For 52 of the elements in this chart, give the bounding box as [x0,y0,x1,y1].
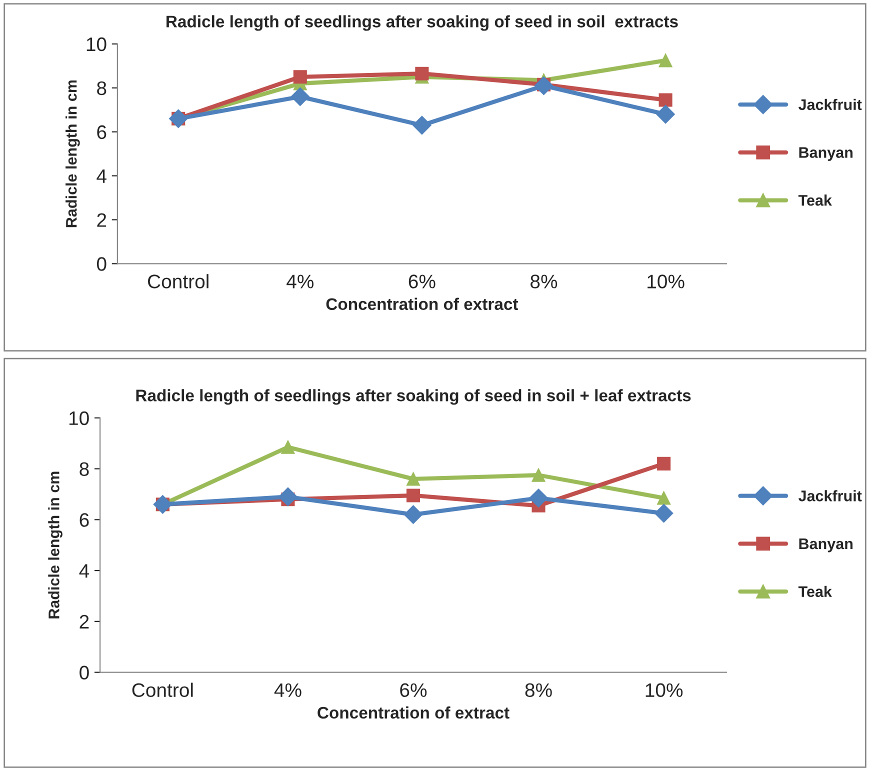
y-tick-label: 8 [97,81,106,96]
point [293,70,307,84]
x-axis-title: Concentration of extract [326,298,518,310]
point [290,87,310,106]
y-tick-label: 4 [79,564,90,578]
point [656,104,675,124]
y-tick-label: 2 [97,213,106,227]
x-tick-label: 8% [525,683,552,698]
y-axis-title: Radicle length in cm [66,80,80,228]
point [404,505,423,524]
point [278,487,298,506]
point [658,54,672,68]
y-tick-label: 8 [80,462,89,476]
x-tick-label: 4% [286,274,314,288]
x-tick-label: Control [148,274,208,288]
y-tick-label: 10 [86,37,106,52]
point [412,116,432,135]
point [657,456,671,470]
legend-label: Jackfruit [798,490,862,502]
chart-title: Radicle length of seedlings after soaking of seed in soil + leaf extracts [136,389,691,405]
point [529,488,548,508]
x-tick-label: 6% [400,683,427,698]
y-axis-title: Radicle length in cm [48,472,62,618]
point [281,440,295,454]
point [532,468,546,482]
y-tick-label: 4 [96,169,106,183]
legend-label: Teak [798,194,832,206]
legend-label: Jackfruit [798,98,862,110]
y-tick-label: 0 [80,666,89,680]
y-tick-label: 6 [80,513,89,527]
x-tick-label: Control [132,682,193,698]
y-tick-label: 6 [97,125,106,140]
point [415,66,429,80]
legend-label: Teak [798,586,832,598]
x-tick-label: 8% [530,274,558,288]
x-tick-label: 10% [648,274,684,288]
x-axis-title: Concentration of extract [318,706,510,719]
legend-label: Banyan [799,147,852,161]
x-tick-label: 10% [646,683,683,698]
point [406,472,420,486]
chart-title: Radicle length of seedlings after soaking of seed in soil extracts [166,15,678,31]
y-tick-label: 0 [96,257,106,271]
point [654,504,674,523]
x-tick-label: 6% [408,274,436,288]
point [534,76,554,96]
y-tick-label: 10 [69,411,89,426]
x-tick-label: 4% [274,683,302,697]
point [657,491,671,505]
legend-label: Banyan [799,538,852,552]
point [658,93,672,107]
point [406,488,420,502]
y-tick-label: 2 [80,614,89,628]
